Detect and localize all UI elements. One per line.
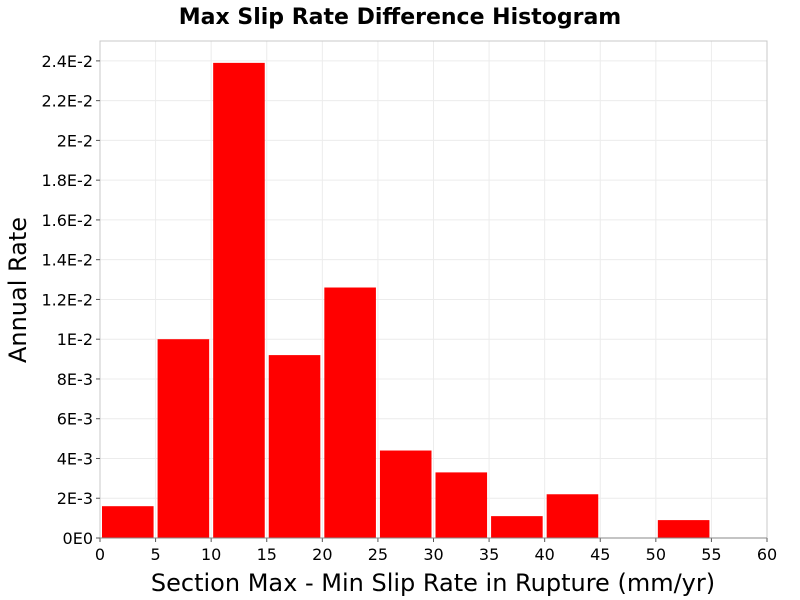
y-axis-ticks: 0E0 2E-3 4E-3 6E-3 8E-3 1E-2 1.2E-2 1.4E-2 1.6E-… <box>41 52 100 548</box>
y-tick-label: 1.4E-2 <box>41 251 93 270</box>
y-tick-label: 6E-3 <box>57 410 93 429</box>
x-tick-label: 25 <box>368 545 388 564</box>
bars <box>102 62 710 538</box>
histogram-bar <box>213 62 265 538</box>
y-axis-label: Annual Rate <box>4 217 32 363</box>
histogram-bar <box>102 506 154 538</box>
y-tick-label: 2E-3 <box>57 489 93 508</box>
y-tick-label: 1.6E-2 <box>41 211 93 230</box>
x-tick-label: 5 <box>150 545 160 564</box>
y-tick-label: 1E-2 <box>57 330 93 349</box>
histogram-bar <box>491 516 543 538</box>
y-tick-label: 1.8E-2 <box>41 171 93 190</box>
histogram-bar <box>324 287 376 538</box>
x-tick-label: 60 <box>757 545 777 564</box>
y-tick-label: 1.2E-2 <box>41 290 93 309</box>
chart-title: Max Slip Rate Difference Histogram <box>179 5 621 30</box>
x-axis-ticks: 0 5 10 15 20 25 30 35 40 45 50 55 60 <box>95 537 777 564</box>
x-axis-label: Section Max - Min Slip Rate in Rupture (… <box>151 569 715 597</box>
x-tick-label: 40 <box>534 545 554 564</box>
histogram-bar <box>657 520 710 538</box>
x-tick-label: 55 <box>701 545 721 564</box>
x-tick-label: 15 <box>257 545 277 564</box>
histogram-bar <box>435 472 488 538</box>
x-tick-label: 10 <box>201 545 221 564</box>
x-tick-label: 30 <box>423 545 443 564</box>
histogram-bar <box>379 450 432 538</box>
y-tick-label: 2E-2 <box>57 131 93 150</box>
y-tick-label: 8E-3 <box>57 370 93 389</box>
x-tick-label: 20 <box>312 545 332 564</box>
y-tick-label: 0E0 <box>63 529 93 548</box>
x-tick-label: 0 <box>95 545 105 564</box>
y-tick-label: 4E-3 <box>57 449 93 468</box>
y-tick-label: 2.4E-2 <box>41 52 93 71</box>
histogram-bar <box>157 339 210 538</box>
x-tick-label: 35 <box>479 545 499 564</box>
histogram-bar <box>268 355 321 538</box>
histogram-bar <box>546 494 599 538</box>
x-tick-label: 45 <box>590 545 610 564</box>
y-tick-label: 2.2E-2 <box>41 92 93 111</box>
x-tick-label: 50 <box>646 545 666 564</box>
